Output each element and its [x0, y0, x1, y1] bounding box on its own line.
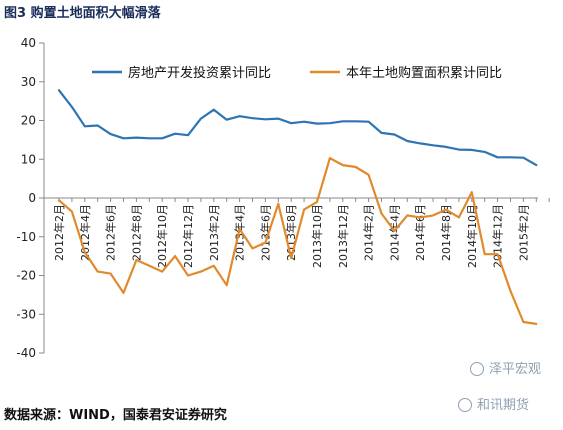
watermark-zeping: 泽平宏观 — [470, 358, 541, 377]
x-tick-label: 2014年12月 — [491, 204, 505, 268]
x-tick-label: 2014年2月 — [362, 204, 376, 261]
x-tick-label: 2015年2月 — [516, 204, 530, 261]
x-tick-label: 2014年6月 — [413, 204, 427, 261]
wechat-icon — [458, 398, 472, 412]
figure-title: 图3 购置土地面积大幅滑落 — [4, 6, 161, 21]
y-tick-label: 10 — [21, 152, 36, 166]
watermark-label: 和讯期货 — [477, 398, 530, 413]
x-tick-label: 2013年6月 — [258, 204, 272, 261]
watermark-label: 泽平宏观 — [489, 362, 542, 377]
y-tick-label: -10 — [16, 230, 36, 244]
x-tick-label: 2012年12月 — [181, 204, 195, 268]
y-tick-label: -30 — [16, 307, 36, 321]
x-tick-label: 2012年4月 — [78, 204, 92, 261]
x-tick-label: 2014年4月 — [387, 204, 401, 261]
x-tick-label: 2014年10月 — [465, 204, 479, 268]
x-axis: 2012年2月 2012年4月 2012年6月 2012年8月 2012年10月 2012… — [44, 197, 550, 268]
legend: 房地产开发投资累计同比 本年土地购置面积累计同比 — [92, 65, 502, 81]
y-tick-label: -20 — [16, 269, 36, 283]
x-tick-label: 2013年12月 — [336, 204, 350, 268]
x-tick-label: 2012年8月 — [129, 204, 143, 261]
x-tick-label: 2014年8月 — [439, 204, 453, 261]
series-line-2 — [57, 157, 538, 325]
y-tick-label: 20 — [21, 114, 36, 128]
x-tick-label: 2012年2月 — [52, 204, 66, 261]
watermark-hexun: 和讯期货 — [458, 394, 529, 413]
y-tick-label: 40 — [21, 36, 36, 50]
x-tick-label: 2012年6月 — [104, 204, 118, 261]
source-note: 数据来源：WIND，国泰君安证券研究 — [4, 408, 227, 423]
x-tick-label: 2013年10月 — [310, 204, 324, 268]
y-axis: -40 -30 -20 -10 0 10 20 30 40 — [16, 36, 45, 360]
y-tick-label: 30 — [21, 75, 36, 89]
x-tick-label: 2013年8月 — [284, 204, 298, 261]
legend-label-2: 本年土地购置面积累计同比 — [346, 65, 502, 81]
wechat-icon — [470, 362, 484, 376]
y-tick-label: -40 — [16, 346, 36, 360]
series-line-1 — [57, 89, 538, 167]
x-tick-label: 2013年2月 — [207, 204, 221, 261]
legend-label-1: 房地产开发投资累计同比 — [128, 65, 271, 81]
series-layer — [57, 89, 538, 325]
x-tick-label: 2012年10月 — [155, 204, 169, 268]
y-tick-label: 0 — [28, 191, 36, 205]
